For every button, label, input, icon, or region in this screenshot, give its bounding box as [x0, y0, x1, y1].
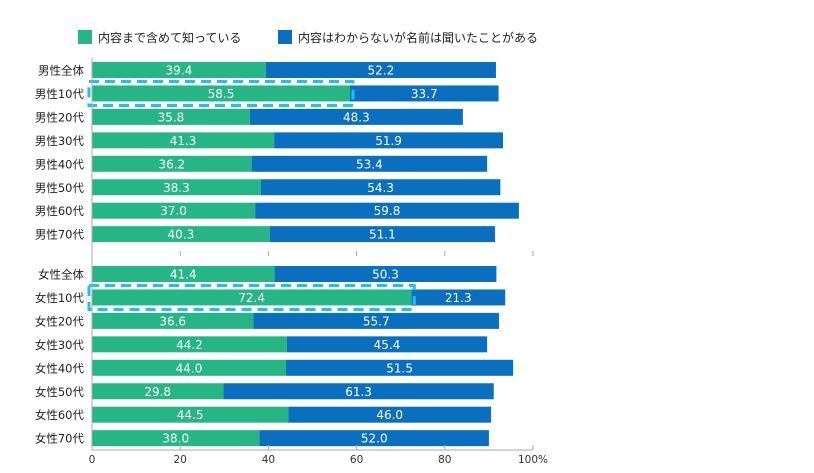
x-tick-label: 40 — [262, 454, 275, 466]
category-label: 女性30代 — [35, 338, 85, 352]
bar-segment-known — [92, 336, 287, 353]
data-label: 38.3 — [163, 181, 190, 195]
bar-segment-known — [92, 226, 270, 243]
category-label: 女性10代 — [35, 291, 85, 305]
bar-segment-known — [92, 289, 412, 306]
category-label: 女性40代 — [35, 361, 85, 375]
bar-segment-name-only — [274, 132, 504, 149]
bar-segment-known — [92, 179, 261, 196]
x-tick-label: 20 — [174, 454, 187, 466]
bar-segment-name-only — [251, 155, 488, 172]
bar-segment-name-only — [259, 430, 489, 447]
category-label: 男性20代 — [35, 110, 85, 124]
bar-segment-known — [92, 132, 275, 149]
data-label: 46.0 — [376, 408, 403, 422]
data-label: 51.5 — [386, 361, 413, 375]
bar-segment-name-only — [255, 202, 519, 219]
highlight-dashed-frame — [87, 79, 355, 107]
bar-segment-known — [92, 108, 250, 125]
data-label: 51.1 — [369, 228, 396, 242]
category-label: 女性70代 — [35, 432, 85, 446]
data-label: 44.2 — [176, 338, 203, 352]
data-label: 41.4 — [170, 268, 197, 282]
legend-swatch-2 — [278, 30, 292, 44]
data-label: 44.0 — [176, 361, 203, 375]
data-label: 58.5 — [208, 87, 235, 101]
x-tick-label: 100% — [518, 454, 548, 466]
category-label: 男性10代 — [35, 87, 85, 101]
data-label: 41.3 — [170, 134, 197, 148]
data-label: 38.0 — [162, 432, 189, 446]
data-label: 40.3 — [168, 228, 195, 242]
category-label: 男性70代 — [35, 228, 85, 242]
bar-segment-name-only — [274, 266, 497, 282]
data-label: 33.7 — [411, 87, 438, 101]
bar-segment-name-only — [249, 108, 463, 125]
x-tick-label: 0 — [89, 454, 96, 466]
x-tick-label: 80 — [438, 454, 451, 466]
bar-segment-name-only — [269, 226, 496, 243]
category-label: 男性全体 — [38, 64, 84, 78]
data-label: 48.3 — [343, 110, 370, 124]
bar-segment-name-only — [411, 289, 506, 306]
category-label: 男性40代 — [35, 157, 85, 171]
data-label: 52.2 — [367, 64, 394, 78]
category-label: 女性60代 — [35, 408, 85, 422]
bar-segment-known — [92, 383, 224, 400]
category-label: 女性50代 — [35, 385, 85, 399]
data-label: 36.2 — [158, 157, 185, 171]
bar-segment-known — [92, 62, 266, 78]
bar-segment-known — [92, 202, 256, 219]
data-label: 54.3 — [367, 181, 394, 195]
highlight-dashed-frame — [87, 283, 416, 311]
data-label: 53.4 — [356, 157, 383, 171]
data-label: 50.3 — [372, 268, 399, 282]
category-label: 男性50代 — [35, 181, 85, 195]
data-label: 55.7 — [363, 314, 390, 328]
x-tick-label: 60 — [350, 454, 363, 466]
bar-segment-known — [92, 155, 252, 172]
data-label: 59.8 — [374, 204, 401, 218]
data-label: 29.8 — [144, 385, 171, 399]
bar-segment-known — [92, 430, 260, 447]
legend-label-2: 内容はわからないが名前は聞いたことがある — [298, 30, 538, 45]
bar-segment-known — [92, 266, 275, 282]
data-label: 39.4 — [166, 64, 193, 78]
data-label: 52.0 — [361, 432, 388, 446]
data-label: 37.0 — [160, 204, 187, 218]
data-label: 36.6 — [159, 314, 186, 328]
category-label: 男性30代 — [35, 134, 85, 148]
bar-segment-name-only — [253, 312, 500, 329]
category-label: 女性20代 — [35, 314, 85, 328]
category-label: 女性全体 — [38, 268, 84, 282]
bar-segment-known — [92, 406, 289, 423]
data-label: 21.3 — [445, 291, 472, 305]
bar-segment-name-only — [288, 406, 492, 423]
bar-segment-known — [92, 312, 254, 329]
bar-segment-name-only — [286, 336, 488, 353]
data-label: 35.8 — [158, 110, 185, 124]
bar-segment-known — [92, 359, 287, 376]
legend-swatch-1 — [78, 30, 92, 44]
data-label: 61.3 — [345, 385, 372, 399]
data-label: 45.4 — [374, 338, 401, 352]
data-label: 72.4 — [238, 291, 265, 305]
bar-segment-name-only — [286, 359, 514, 376]
legend-label-1: 内容まで含めて知っている — [98, 30, 241, 45]
bar-segment-known — [92, 85, 350, 102]
bar-segment-name-only — [349, 85, 499, 102]
data-label: 44.5 — [177, 408, 204, 422]
data-label: 51.9 — [375, 134, 402, 148]
bar-segment-name-only — [223, 383, 494, 400]
category-label: 男性60代 — [35, 204, 85, 218]
bar-segment-name-only — [265, 62, 496, 78]
bar-segment-name-only — [260, 179, 501, 196]
